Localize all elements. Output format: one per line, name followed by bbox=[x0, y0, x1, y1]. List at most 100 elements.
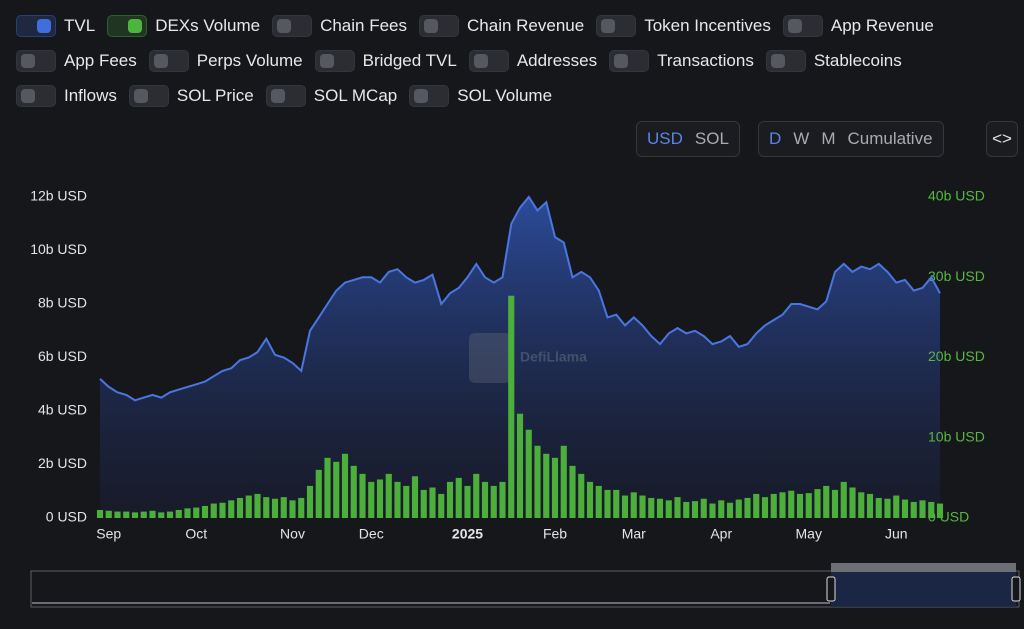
volume-bar bbox=[718, 500, 725, 518]
toggle-label[interactable]: DEXs Volume bbox=[155, 16, 261, 35]
series-toggle[interactable]: Chain Revenue bbox=[419, 15, 584, 37]
series-toggle[interactable]: SOL Price bbox=[128, 85, 254, 107]
series-toggles: TVL DEXs Volume Chain Fees Chain Revenue Tok… bbox=[16, 15, 996, 107]
toggle-switch[interactable] bbox=[409, 85, 450, 107]
toggle-switch[interactable] bbox=[272, 15, 313, 37]
watermark-text: DefiLlama bbox=[520, 349, 587, 365]
series-toggle[interactable]: TVL bbox=[16, 15, 95, 37]
toggle-switch[interactable] bbox=[468, 50, 509, 72]
toggle-label[interactable]: SOL MCap bbox=[313, 86, 398, 105]
tvl-area bbox=[100, 197, 940, 518]
series-toggle[interactable]: Perps Volume bbox=[148, 50, 303, 72]
toggle-label[interactable]: SOL Price bbox=[176, 86, 254, 105]
toggle-knob[interactable] bbox=[133, 89, 148, 103]
x-tick-label: Sep bbox=[96, 526, 121, 542]
toggle-switch[interactable] bbox=[596, 15, 637, 37]
toggle-label[interactable]: Perps Volume bbox=[196, 51, 303, 70]
toggle-knob[interactable] bbox=[21, 54, 35, 68]
toggle-knob[interactable] bbox=[473, 54, 488, 68]
toggle-label[interactable]: App Revenue bbox=[830, 16, 934, 35]
toggle-switch[interactable] bbox=[107, 15, 148, 37]
toggle-knob[interactable] bbox=[424, 19, 439, 33]
toggle-switch[interactable] bbox=[16, 15, 56, 37]
volume-bar bbox=[114, 511, 121, 518]
option-button[interactable]: M bbox=[821, 129, 836, 148]
volume-bar bbox=[166, 511, 174, 518]
y-tick-label: 4b USD bbox=[38, 402, 87, 418]
toggle-knob[interactable] bbox=[601, 19, 616, 33]
toggle-label[interactable]: Transactions bbox=[657, 51, 754, 70]
brush-handle[interactable] bbox=[1011, 576, 1021, 602]
series-toggle[interactable]: DEXs Volume bbox=[107, 15, 260, 37]
toggle-switch[interactable] bbox=[16, 50, 56, 72]
toggle-label[interactable]: SOL Volume bbox=[457, 86, 553, 105]
x-tick-label: 2025 bbox=[452, 526, 483, 542]
series-toggle[interactable]: SOL Volume bbox=[409, 85, 552, 107]
toggle-knob[interactable] bbox=[37, 19, 51, 33]
toggle-label[interactable]: Token Incentives bbox=[644, 16, 771, 35]
toggle-knob[interactable] bbox=[153, 54, 168, 68]
volume-bar bbox=[315, 469, 322, 518]
series-toggle[interactable]: Addresses bbox=[468, 50, 598, 72]
toggle-switch[interactable] bbox=[128, 85, 169, 107]
toggle-knob[interactable] bbox=[414, 89, 429, 103]
toggle-knob[interactable] bbox=[770, 54, 785, 68]
volume-bar bbox=[814, 489, 821, 518]
toggle-label[interactable]: App Fees bbox=[64, 51, 137, 70]
series-toggle[interactable]: Token Incentives bbox=[596, 15, 771, 37]
series-toggle[interactable]: Inflows bbox=[16, 85, 117, 107]
toggle-knob[interactable] bbox=[21, 89, 35, 103]
toggle-label[interactable]: TVL bbox=[64, 16, 96, 35]
series-toggle[interactable]: Transactions bbox=[609, 50, 754, 72]
toggle-knob[interactable] bbox=[614, 54, 629, 68]
toggle-switch[interactable] bbox=[314, 50, 355, 72]
embed-label[interactable]: <> bbox=[992, 129, 1012, 148]
series-toggle[interactable]: App Revenue bbox=[782, 15, 934, 37]
toggle-label[interactable]: Inflows bbox=[64, 86, 117, 105]
volume-bar bbox=[455, 477, 462, 518]
series-toggle[interactable]: Bridged TVL bbox=[314, 50, 457, 72]
toggle-knob[interactable] bbox=[787, 19, 802, 33]
toggle-knob[interactable] bbox=[319, 54, 334, 68]
toggle-knob[interactable] bbox=[277, 19, 292, 33]
toggle-label[interactable]: Addresses bbox=[516, 51, 598, 70]
brush-bar[interactable] bbox=[831, 563, 1016, 572]
toggle-label[interactable]: Chain Fees bbox=[320, 16, 408, 35]
x-tick-label: May bbox=[796, 526, 822, 542]
toggle-switch[interactable] bbox=[609, 50, 650, 72]
brush-selection[interactable] bbox=[831, 571, 1016, 607]
toggle-switch[interactable] bbox=[782, 15, 823, 37]
toggle-knob[interactable] bbox=[128, 19, 143, 33]
option-button[interactable]: W bbox=[793, 129, 810, 148]
volume-bar bbox=[831, 489, 839, 518]
volume-bar bbox=[709, 503, 716, 518]
toggle-switch[interactable] bbox=[148, 50, 189, 72]
embed-button[interactable]: <> bbox=[986, 121, 1018, 157]
series-toggle[interactable]: Stablecoins bbox=[765, 50, 902, 72]
toggle-label[interactable]: Stablecoins bbox=[813, 51, 902, 70]
toggle-knob[interactable] bbox=[270, 89, 285, 103]
brush-handle[interactable] bbox=[826, 576, 836, 602]
toggle-switch[interactable] bbox=[419, 15, 460, 37]
volume-bar bbox=[464, 485, 471, 518]
toggle-switch[interactable] bbox=[265, 85, 306, 107]
series-toggle[interactable]: App Fees bbox=[16, 50, 137, 72]
option-button[interactable]: D bbox=[769, 129, 782, 148]
volume-bar bbox=[910, 501, 917, 518]
volume-bar bbox=[350, 465, 357, 518]
toggle-switch[interactable] bbox=[16, 85, 56, 107]
series-toggle[interactable]: Chain Fees bbox=[272, 15, 407, 37]
option-button[interactable]: SOL bbox=[694, 129, 729, 148]
option-button[interactable]: USD bbox=[647, 129, 683, 148]
toggle-label[interactable]: Chain Revenue bbox=[467, 16, 585, 35]
volume-bar bbox=[385, 473, 392, 518]
series-toggle[interactable]: SOL MCap bbox=[265, 85, 398, 107]
toggle-switch[interactable] bbox=[765, 50, 806, 72]
option-button[interactable]: Cumulative bbox=[847, 129, 933, 148]
toggle-label[interactable]: Bridged TVL bbox=[362, 51, 457, 70]
volume-bar bbox=[490, 485, 497, 518]
volume-bar bbox=[884, 498, 891, 518]
volume-bar bbox=[595, 485, 602, 518]
volume-bar bbox=[928, 501, 935, 518]
volume-bar bbox=[919, 500, 926, 518]
